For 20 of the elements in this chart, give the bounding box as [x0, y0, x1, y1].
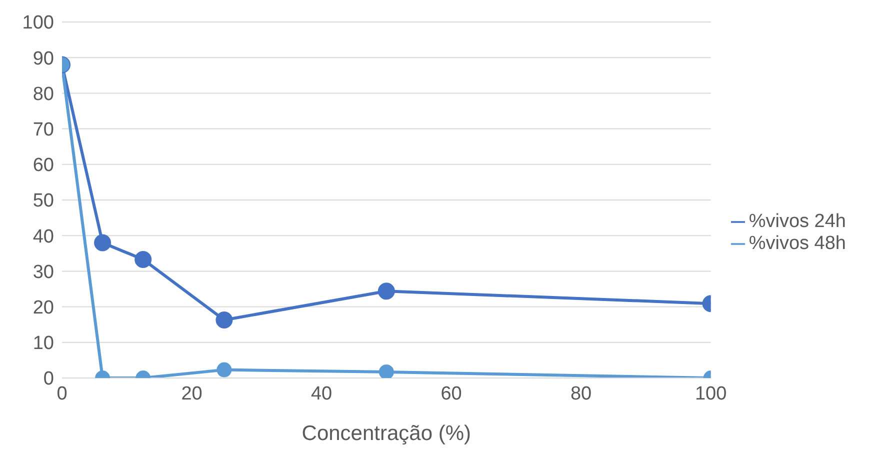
y-tick-label: 10 [32, 333, 54, 354]
y-tick-label: 0 [43, 368, 54, 390]
y-tick-label: 100 [22, 12, 54, 34]
y-tick-label: 20 [32, 298, 54, 319]
x-axis-title: Concentração (%) [302, 422, 472, 445]
x-tick-label: 60 [440, 383, 462, 404]
y-tick-label: 50 [32, 190, 54, 212]
legend-label: %vivos 48h [748, 233, 846, 254]
y-tick-label: 70 [32, 120, 54, 141]
x-tick-label: 100 [694, 383, 727, 404]
legend-label: %vivos 24h [748, 211, 846, 232]
y-tick-label: 40 [32, 226, 54, 248]
y-tick-label: 30 [32, 262, 54, 283]
x-tick-label: 0 [56, 383, 68, 404]
x-tick-label: 40 [310, 383, 332, 404]
y-tick-label: 80 [32, 84, 54, 105]
y-tick-label: 90 [32, 48, 54, 70]
y-tick-label: 60 [32, 155, 54, 176]
x-tick-label: 80 [570, 383, 592, 404]
x-tick-label: 20 [181, 383, 202, 404]
